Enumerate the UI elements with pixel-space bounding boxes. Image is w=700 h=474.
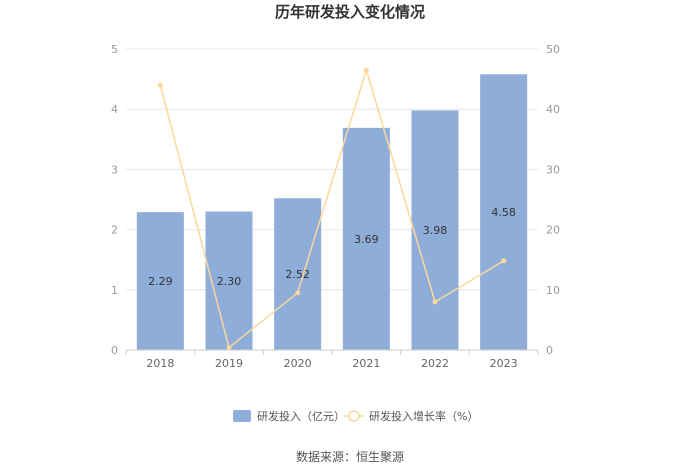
- growth-point-2022: [432, 299, 438, 305]
- bar-label-2019: 2.30: [217, 275, 242, 288]
- left-axis: 0 1 2 3 4 5: [111, 43, 118, 357]
- x-tick-label: 2020: [284, 357, 312, 370]
- left-tick-label: 3: [111, 163, 118, 176]
- bar-2019: [205, 211, 253, 350]
- bar-label-2023: 4.58: [491, 206, 516, 219]
- growth-point-2019: [226, 345, 232, 351]
- bar-2021: [342, 127, 390, 350]
- left-tick-label: 4: [111, 103, 118, 116]
- data-source: 数据来源：恒生聚源: [296, 449, 404, 464]
- left-tick-label: 0: [111, 344, 118, 357]
- x-tick-label: 2018: [146, 357, 174, 370]
- bar-2018: [136, 212, 184, 350]
- legend: 研发投入（亿元） 研发投入增长率（%）: [233, 409, 478, 423]
- right-tick-label: 20: [546, 224, 560, 237]
- growth-point-2018: [157, 82, 163, 88]
- left-tick-label: 2: [111, 224, 118, 237]
- x-axis: 2018 2019 2020 2021 2022 2023: [125, 349, 539, 370]
- right-tick-label: 40: [546, 103, 560, 116]
- bar-label-2018: 2.29: [148, 275, 173, 288]
- left-tick-label: 5: [111, 43, 118, 56]
- bar-series: [136, 74, 528, 351]
- right-tick-label: 50: [546, 43, 560, 56]
- bar-2020: [274, 198, 322, 350]
- growth-point-2020: [295, 290, 301, 296]
- right-tick-label: 30: [546, 163, 560, 176]
- line-series: [157, 67, 507, 351]
- legend-swatch-marker: [348, 410, 360, 422]
- growth-point-2023: [501, 258, 507, 264]
- bar-label-2021: 3.69: [354, 233, 379, 246]
- bar-data-labels: 2.29 2.30 2.52 3.69 3.98 4.58: [148, 206, 516, 288]
- legend-label-bar: 研发投入（亿元）: [257, 409, 345, 423]
- right-tick-label: 0: [546, 344, 553, 357]
- bar-label-2020: 2.52: [285, 268, 310, 281]
- chart-title: 历年研发投入变化情况: [275, 3, 425, 21]
- right-axis: 0 10 20 30 40 50: [546, 43, 560, 357]
- x-tick-label: 2019: [215, 357, 243, 370]
- growth-line: [159, 67, 505, 349]
- x-tick-label: 2022: [421, 357, 449, 370]
- legend-swatch-bar: [233, 410, 251, 422]
- growth-point-2021: [363, 67, 369, 73]
- x-tick-label: 2021: [352, 357, 380, 370]
- left-tick-label: 1: [111, 284, 118, 297]
- bar-2023: [480, 74, 528, 350]
- x-tick-label: 2023: [490, 357, 518, 370]
- legend-label-line: 研发投入增长率（%）: [369, 409, 478, 423]
- grid-lines: [126, 48, 538, 291]
- right-tick-label: 10: [546, 284, 560, 297]
- bar-2022: [411, 110, 459, 351]
- bar-label-2022: 3.98: [423, 224, 448, 237]
